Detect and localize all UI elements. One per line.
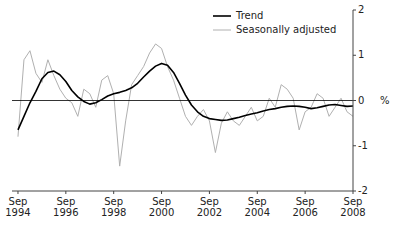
x-tick-label: Sep2002 xyxy=(197,196,222,218)
x-tick-label: Sep1994 xyxy=(5,196,30,218)
y-tick-label: 2 xyxy=(358,4,364,15)
y-tick-label: 1 xyxy=(358,49,364,60)
chart: -2 -1 0 1 2% Sep1994 Sep1996 Sep1998 Sep2000 Sep2… xyxy=(0,0,397,227)
plot-area xyxy=(18,44,353,166)
x-tick-label: Sep2006 xyxy=(292,196,317,218)
x-tick-label: Sep1998 xyxy=(101,196,126,218)
y-tick xyxy=(353,10,356,11)
series-line xyxy=(18,63,353,130)
x-tick xyxy=(113,191,114,194)
zero-line xyxy=(12,100,353,101)
y-tick xyxy=(353,100,356,101)
x-tick xyxy=(161,191,162,194)
x-tick xyxy=(305,191,306,194)
y-tick-label: -1 xyxy=(358,140,368,151)
y-tick xyxy=(353,55,356,56)
y-tick xyxy=(353,145,356,146)
x-tick xyxy=(257,191,258,194)
x-tick-label: Sep2000 xyxy=(149,196,174,218)
legend-label: Seasonally adjusted xyxy=(236,24,336,35)
y-tick-label: -2 xyxy=(358,185,368,196)
x-tick-label: Sep2004 xyxy=(245,196,270,218)
x-tick-label: Sep2008 xyxy=(340,196,365,218)
x-tick xyxy=(17,191,18,194)
x-tick-label: Sep1996 xyxy=(53,196,78,218)
legend-swatch xyxy=(213,30,231,31)
legend: Trend Seasonally adjusted xyxy=(213,10,336,35)
x-tick xyxy=(209,191,210,194)
series-line xyxy=(18,44,353,166)
y-tick-label: 0 xyxy=(358,95,364,106)
x-axis-line xyxy=(12,191,353,192)
x-tick xyxy=(65,191,66,194)
x-tick xyxy=(353,191,354,194)
legend-label: Trend xyxy=(235,10,263,21)
y-axis-label: % xyxy=(380,95,390,106)
legend-swatch xyxy=(213,15,231,17)
